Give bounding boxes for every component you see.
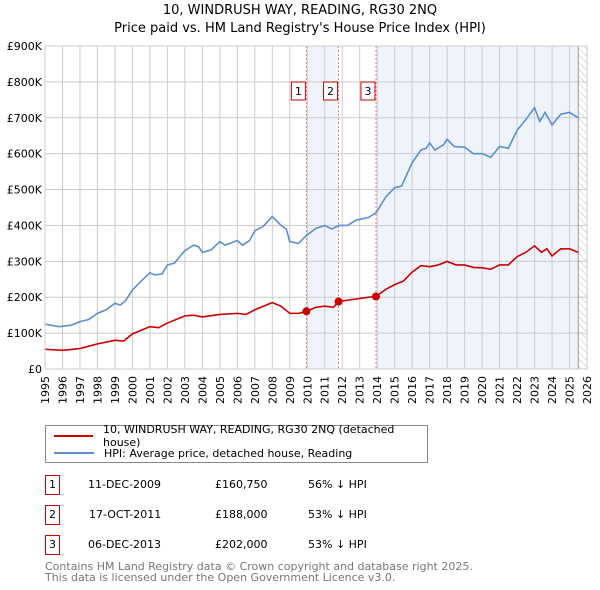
sale-marker-box: [360, 81, 376, 101]
sale-hpi: 53% ↓ HPI: [308, 508, 367, 521]
y-tick-label: £600K: [7, 148, 43, 161]
x-tick-label: 2024: [546, 376, 559, 404]
legend: 10, WINDRUSH WAY, READING, RG30 2NQ (det…: [45, 423, 428, 463]
sale-price: £188,000: [215, 508, 268, 521]
y-tick-label: £100K: [7, 327, 43, 340]
x-tick-label: 1999: [109, 376, 122, 404]
x-tick-label: 2008: [266, 376, 279, 404]
x-tick-label: 1998: [91, 376, 104, 404]
shaded-region: [375, 46, 579, 369]
sale-marker: 3: [45, 535, 60, 555]
x-tick-label: 2006: [231, 376, 244, 404]
y-tick-label: £200K: [7, 291, 43, 304]
sale-price: £202,000: [215, 538, 268, 551]
x-tick-label: 2019: [459, 376, 472, 404]
sale-marker-label: 3: [364, 85, 371, 98]
y-tick-label: £500K: [7, 184, 43, 197]
series-line-hpi: [44, 106, 579, 328]
legend-label-hpi: HPI: Average price, detached house, Read…: [104, 446, 353, 460]
x-tick-label: 2022: [511, 376, 524, 404]
y-tick-label: £0: [28, 363, 42, 376]
legend-swatch-property: [54, 435, 93, 437]
x-tick-label: 2013: [354, 376, 367, 404]
sale-point: [334, 297, 343, 306]
sale-row-1: 1 11-DEC-2009 £160,750 56% ↓ HPI: [45, 475, 445, 495]
x-tick-label: 1996: [56, 376, 69, 404]
plot-border: [44, 45, 588, 370]
x-tick-label: 2001: [144, 376, 157, 404]
x-tick-label: 1995: [39, 376, 52, 404]
footer-licence: This data is licensed under the Open Gov…: [45, 571, 396, 584]
x-tick-label: 2015: [389, 376, 402, 404]
series-line-property: [44, 244, 579, 352]
sale-marker: 2: [45, 505, 60, 525]
x-tick-label: 2014: [371, 376, 384, 404]
x-tick-label: 2000: [126, 376, 139, 404]
sale-marker-label: 2: [327, 85, 334, 98]
y-tick-label: £800K: [7, 76, 43, 89]
x-tick-label: 2010: [301, 376, 314, 404]
sale-hpi: 53% ↓ HPI: [308, 538, 367, 551]
plot-area: 1995 1996 1997 1998 1999 2000 2001 2002 2003 2004…: [7, 40, 594, 404]
x-tick-label: 1997: [74, 376, 87, 404]
sale-date: 06-DEC-2013: [88, 538, 162, 551]
x-tick-label: 2026: [581, 376, 594, 404]
x-tick-label: 2009: [284, 376, 297, 404]
x-tick-label: 2007: [249, 376, 262, 404]
x-tick-label: 2005: [214, 376, 227, 404]
sale-marker-box: [290, 81, 306, 101]
x-tick-label: 2025: [564, 376, 577, 404]
y-tick-label: £400K: [7, 219, 43, 232]
x-tick-label: 2003: [179, 376, 192, 404]
chart-title: 10, WINDRUSH WAY, READING, RG30 2NQ: [162, 3, 438, 18]
x-tick-label: 2011: [319, 376, 332, 404]
footer-copyright: Contains HM Land Registry data © Crown c…: [45, 560, 473, 573]
x-tick-label: 2018: [441, 376, 454, 404]
y-tick-label: £900K: [7, 40, 43, 53]
x-tick-label: 2004: [196, 376, 209, 404]
x-tick-label: 2002: [161, 376, 174, 404]
x-tick-label: 2017: [424, 376, 437, 404]
y-tick-label: £300K: [7, 255, 43, 268]
legend-swatch-hpi: [54, 452, 94, 454]
sale-date: 11-DEC-2009: [88, 478, 162, 491]
sale-price: £160,750: [215, 478, 268, 491]
sale-point: [302, 307, 311, 316]
x-tick-label: 2016: [406, 376, 419, 404]
forecast-hatch: [578, 46, 587, 369]
sale-date: 17-OCT-2011: [89, 508, 162, 521]
x-tick-label: 2023: [529, 376, 542, 404]
sale-marker-label: 1: [295, 85, 302, 98]
sale-row-2: 2 17-OCT-2011 £188,000 53% ↓ HPI: [45, 505, 445, 525]
sale-point: [371, 292, 380, 301]
x-tick-label: 2021: [494, 376, 507, 404]
sale-row-3: 3 06-DEC-2013 £202,000 53% ↓ HPI: [45, 535, 445, 555]
legend-label-property: 10, WINDRUSH WAY, READING, RG30 2NQ (det…: [103, 423, 395, 449]
sale-hpi: 56% ↓ HPI: [308, 478, 367, 491]
y-tick-label: £700K: [7, 112, 43, 125]
sale-marker: 1: [45, 475, 60, 495]
x-tick-label: 2020: [476, 376, 489, 404]
x-tick-label: 2012: [336, 376, 349, 404]
chart-subtitle: Price paid vs. HM Land Registry's House …: [114, 21, 486, 36]
sale-marker-box: [323, 81, 339, 101]
